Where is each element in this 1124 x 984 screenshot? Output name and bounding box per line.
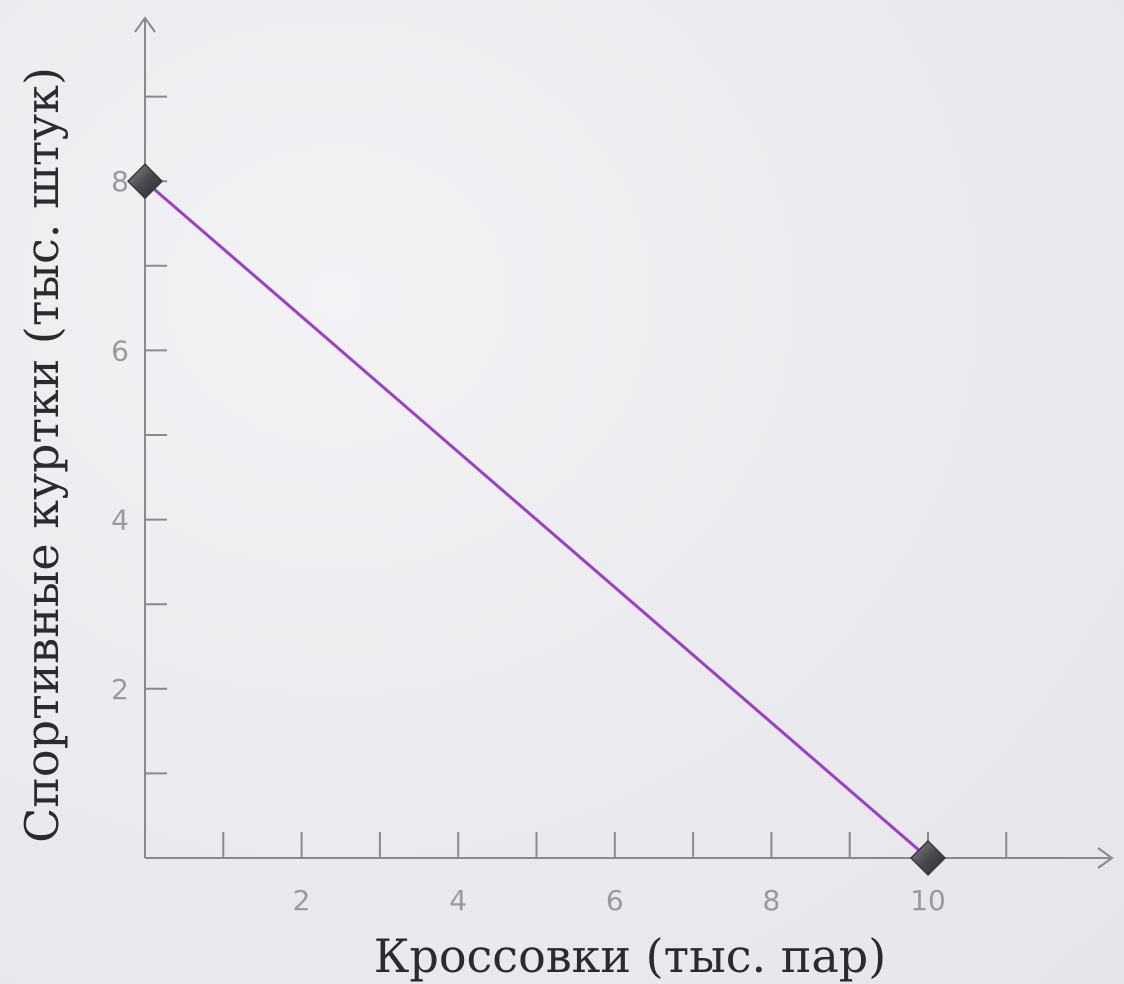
- x-tick-label: 2: [293, 884, 311, 917]
- y-axis-arrow: [134, 16, 156, 33]
- series: [126, 163, 947, 877]
- axes: [134, 16, 1114, 869]
- y-tick-label: 6: [111, 334, 129, 367]
- x-tick-label: 10: [910, 884, 946, 917]
- series-line: [144, 180, 929, 860]
- ticks: [145, 95, 1008, 858]
- tick-labels: 2 4 6 8 10 2 4 6 8: [111, 165, 946, 917]
- x-tick-label: 6: [606, 884, 624, 917]
- y-tick-label: 4: [111, 504, 129, 537]
- y-axis-title: Спортивные куртки (тыс. штук): [15, 67, 69, 843]
- data-point-marker: [126, 163, 164, 200]
- data-point: [909, 839, 947, 877]
- x-axis-title: Кроссовки (тыс. пар): [374, 929, 886, 983]
- x-tick-label: 4: [449, 884, 467, 917]
- y-tick-label: 2: [111, 673, 129, 706]
- data-point-marker: [909, 839, 947, 877]
- y-tick-label: 8: [111, 165, 129, 198]
- x-tick-label: 8: [762, 884, 780, 917]
- x-axis-arrow: [1097, 847, 1114, 869]
- data-point: [126, 163, 164, 200]
